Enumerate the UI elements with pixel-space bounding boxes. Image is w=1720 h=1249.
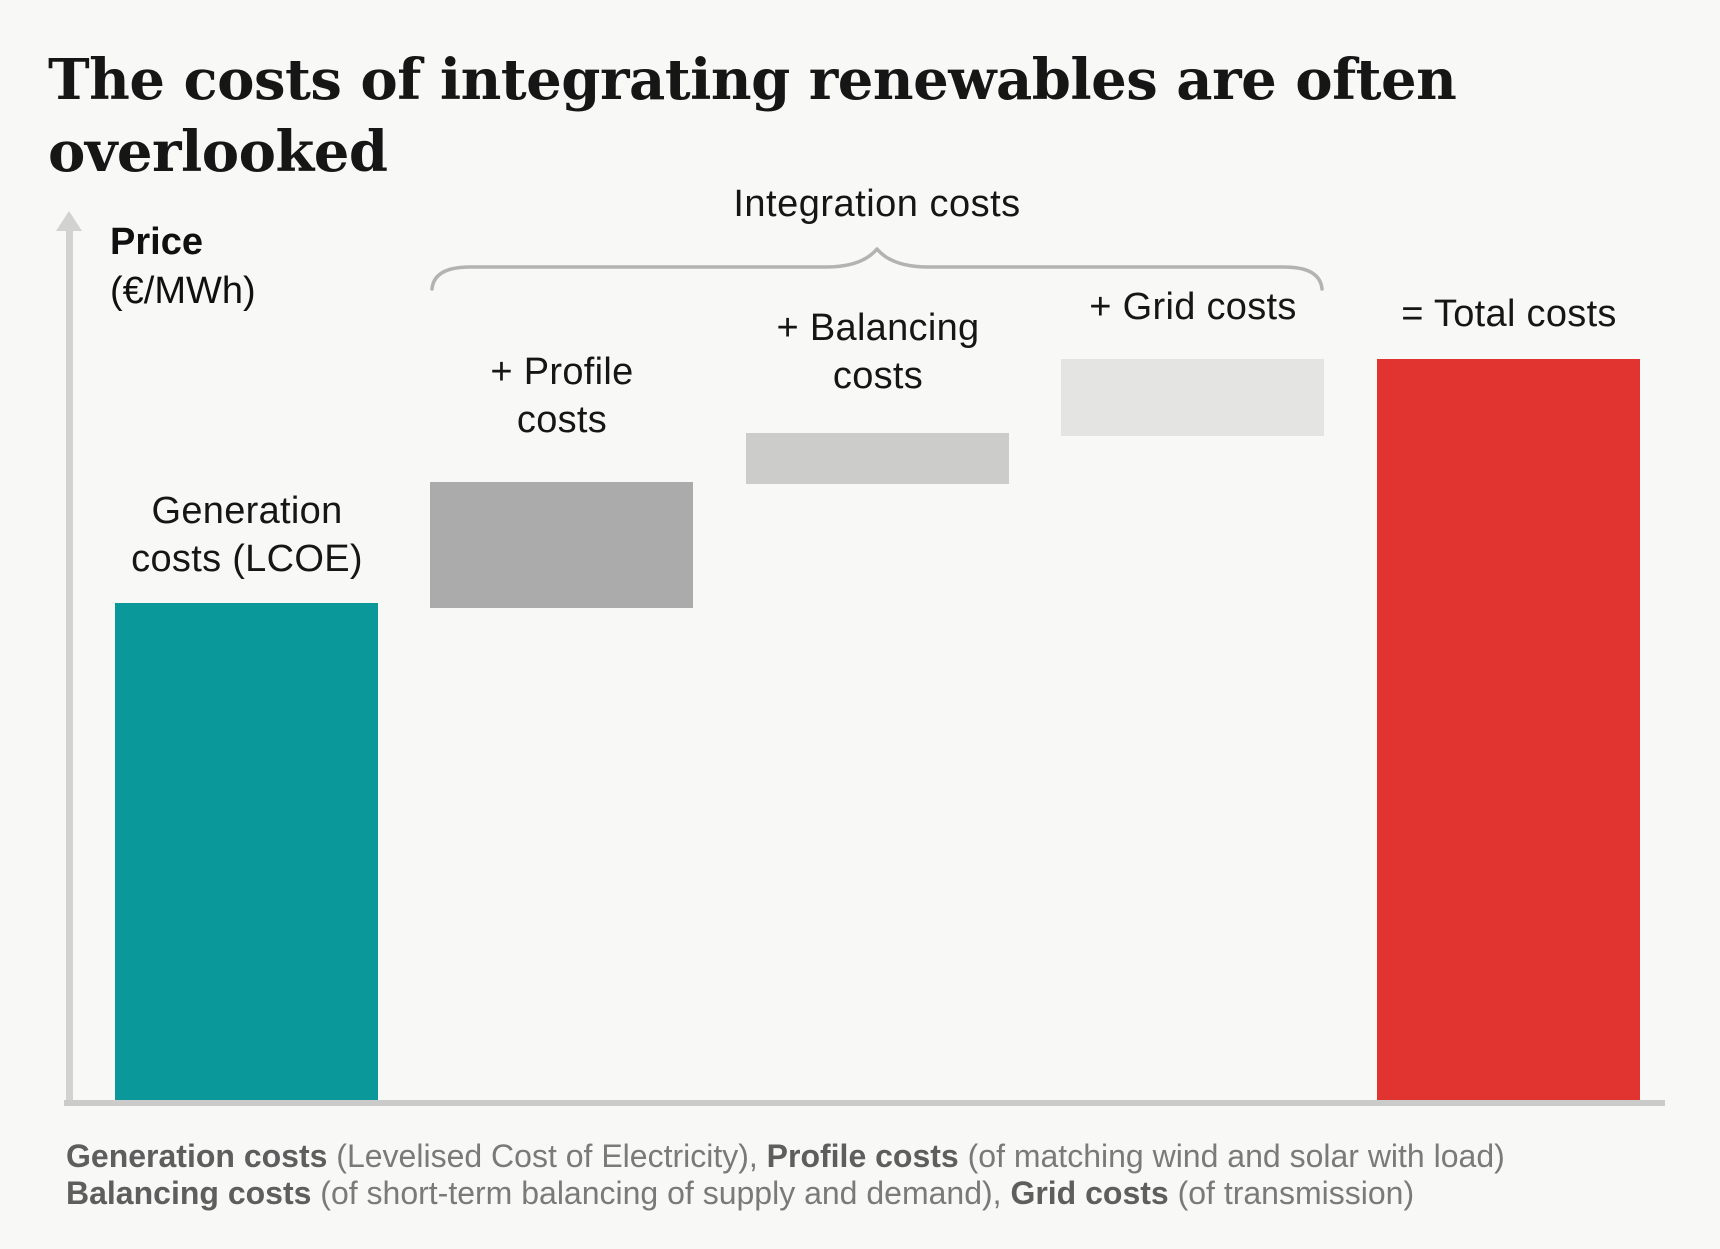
chart-title: The costs of integrating renewables are … <box>48 47 1457 185</box>
footnote: Generation costs (Levelised Cost of Elec… <box>66 1138 1706 1212</box>
bar-label-grid-costs: + Grid costs <box>1089 286 1297 328</box>
bar-balancing-costs <box>746 433 1009 484</box>
y-axis-title: Price (€/MWh) <box>110 218 256 316</box>
y-axis-title-price: Price <box>110 221 203 263</box>
bar-total-costs <box>1377 359 1640 1101</box>
bar-profile-costs <box>430 482 693 609</box>
x-axis-line <box>64 1100 1665 1106</box>
y-axis-line <box>66 229 73 1103</box>
integration-brace <box>430 247 1324 291</box>
bar-label-generation-costs: Generation costs (LCOE) <box>131 490 363 580</box>
footnote-line-1: Generation costs (Levelised Cost of Elec… <box>66 1138 1505 1174</box>
bar-label-total-costs: = Total costs <box>1401 293 1617 335</box>
integration-costs-label: Integration costs <box>733 183 1021 225</box>
bar-label-balancing-costs: + Balancing costs <box>776 307 980 397</box>
footnote-line-2: Balancing costs (of short-term balancing… <box>66 1175 1415 1211</box>
bar-label-profile-costs: + Profile costs <box>490 351 634 441</box>
y-axis-arrow-icon <box>56 211 82 231</box>
bar-grid-costs <box>1061 359 1324 437</box>
bar-generation-costs <box>115 603 378 1101</box>
y-axis-title-unit: (€/MWh) <box>110 270 256 312</box>
